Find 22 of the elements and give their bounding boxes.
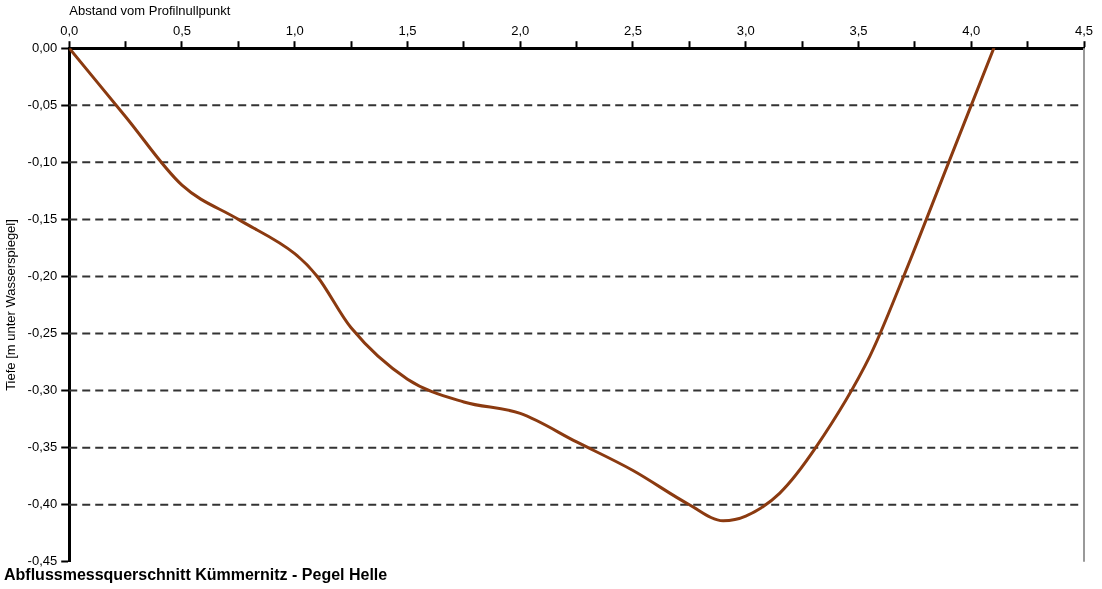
x-tick-label: 4,0 bbox=[962, 22, 981, 38]
y-tick-label: -0,40 bbox=[27, 496, 58, 512]
x-tick-label: 2,0 bbox=[511, 22, 530, 38]
y-tick-label: -0,25 bbox=[27, 325, 58, 341]
y-tick-label: -0,10 bbox=[27, 153, 58, 169]
y-tick-label: -0,15 bbox=[27, 210, 58, 226]
y-tick-label: -0,20 bbox=[27, 268, 58, 284]
x-tick-label: 0,0 bbox=[60, 22, 79, 38]
x-tick-label: 1,5 bbox=[398, 22, 417, 38]
y-tick-label: -0,30 bbox=[27, 382, 58, 398]
y-tick-label: -0,05 bbox=[27, 96, 58, 112]
y-axis-title: Tiefe [m unter Wasserspiegel] bbox=[3, 219, 19, 391]
x-tick-label: 1,0 bbox=[285, 22, 304, 38]
line-series bbox=[69, 48, 996, 523]
x-tick-label: 3,0 bbox=[736, 22, 755, 38]
y-tick-label: 0,00 bbox=[31, 39, 58, 55]
x-tick-label: 0,5 bbox=[172, 22, 192, 38]
x-axis-title: Abstand vom Profilnullpunkt bbox=[69, 3, 231, 19]
y-tick-label: -0,35 bbox=[27, 439, 58, 455]
x-tick-label: 2,5 bbox=[623, 22, 643, 38]
x-tick-label: 3,5 bbox=[849, 22, 868, 38]
x-tick-label: 4,5 bbox=[1074, 22, 1094, 38]
